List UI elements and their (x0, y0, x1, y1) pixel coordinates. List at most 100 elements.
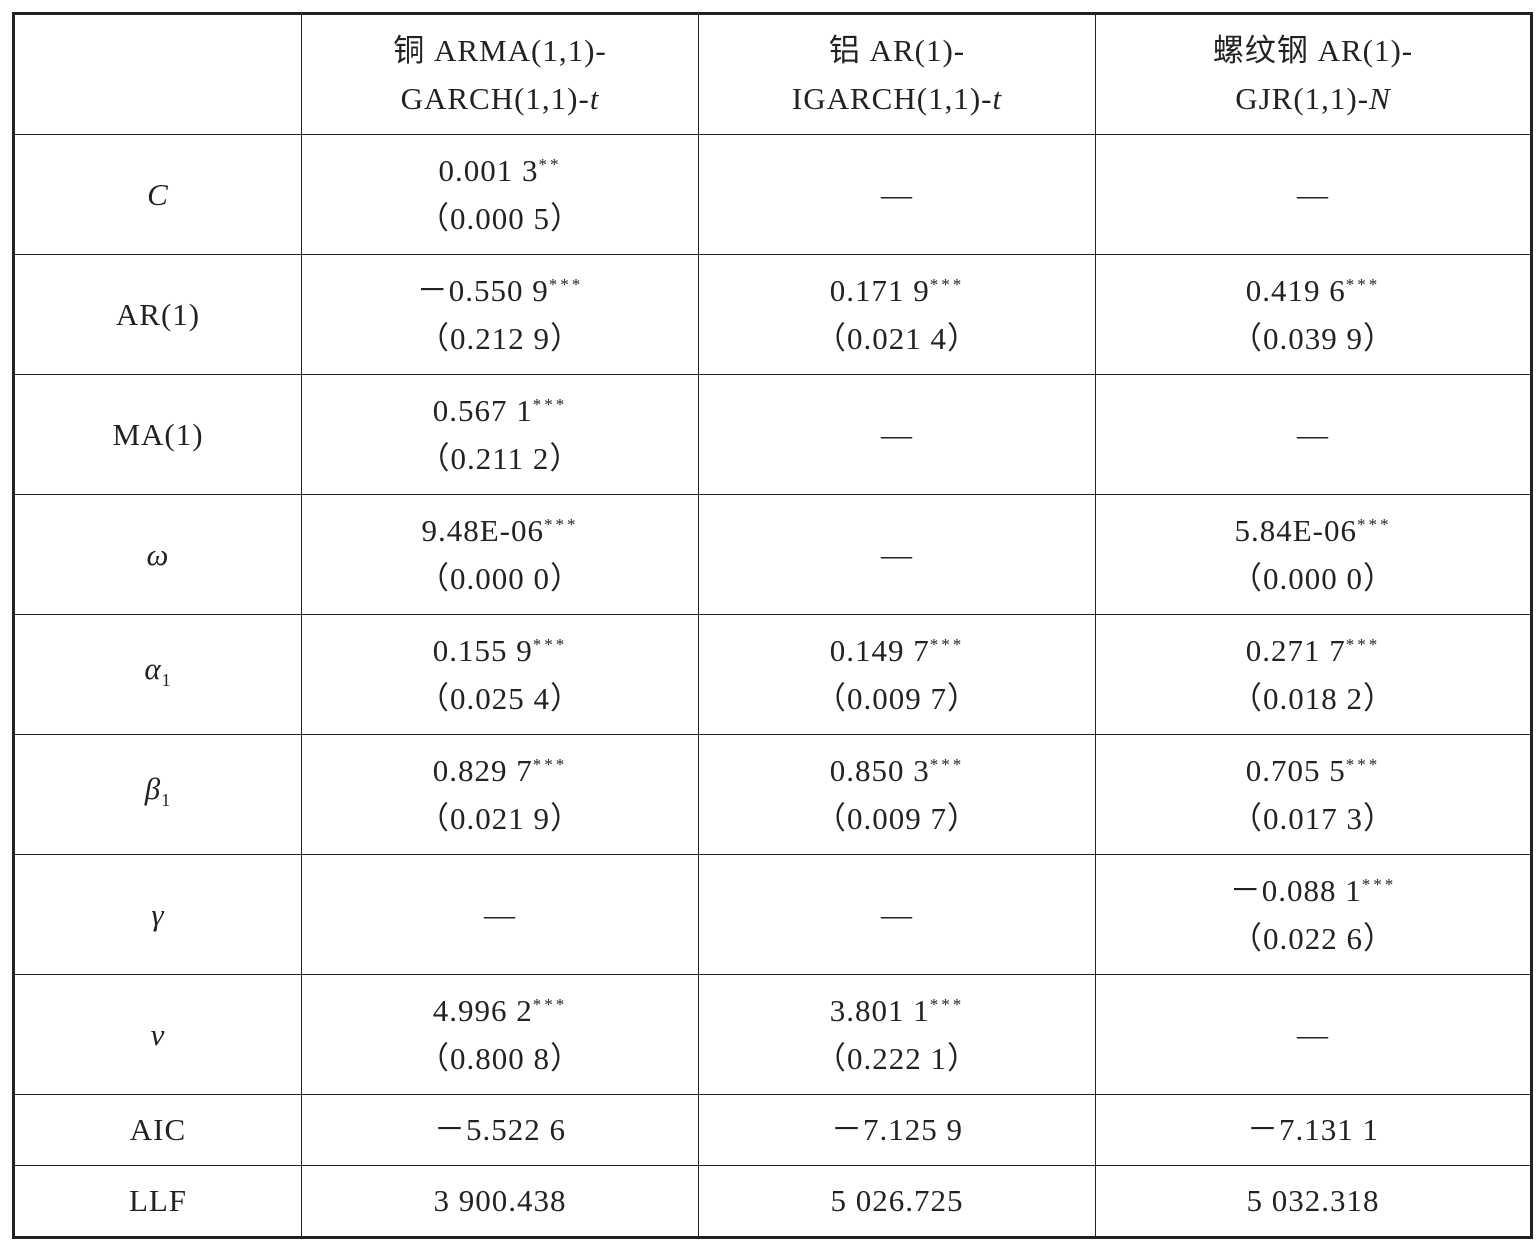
row-label: α1 (13, 614, 302, 735)
significance: *** (929, 754, 965, 774)
row: AR(1) －0.550 9*** （0.212 9） 0.171 9*** （0.02… (13, 254, 1532, 375)
significance: *** (532, 634, 568, 654)
estimate: 0.271 7 (1245, 632, 1346, 668)
row: ω 9.48E-06*** （0.000 0） —5.84E-06*** （0.000 … (13, 494, 1532, 615)
row-label: γ (13, 854, 302, 975)
row-label: ω (13, 494, 302, 615)
cell: — (698, 854, 1096, 975)
std-error: （0.039 9） (1231, 320, 1395, 356)
cell: 0.705 5*** （0.017 3） (1095, 734, 1532, 855)
header-italic: N (1369, 80, 1391, 116)
cell: －0.550 9*** （0.212 9） (301, 254, 699, 375)
std-error: （0.009 7） (815, 680, 979, 716)
std-error: （0.021 4） (815, 320, 979, 356)
header-cell: 螺纹钢 AR(1)- GJR(1,1)-N (1095, 13, 1532, 135)
estimate: 9.48E-06 (421, 512, 544, 548)
row-label: ν (13, 974, 302, 1095)
cell: 5.84E-06*** （0.000 0） (1095, 494, 1532, 615)
estimate: 0.155 9 (432, 632, 533, 668)
row-label: β1 (13, 734, 302, 855)
std-error: （0.017 3） (1231, 800, 1395, 836)
label-text: β (144, 770, 162, 806)
row: γ — — －0.088 1*** （0.022 6） (13, 854, 1532, 975)
std-error: （0.021 9） (418, 800, 582, 836)
std-error: （0.800 8） (418, 1040, 582, 1076)
row: β1 0.829 7*** （0.021 9） 0.850 3*** （0.009 7）… (13, 734, 1532, 855)
significance: *** (532, 994, 568, 1014)
header-line: 铝 AR(1)- (828, 32, 966, 68)
cell: －7.131 1 (1095, 1094, 1532, 1166)
label-text: LLF (128, 1183, 188, 1218)
cell-text: — (1297, 416, 1329, 452)
table: 铜 ARMA(1,1)- GARCH(1,1)-t 铝 AR(1)- IGARCH(1… (12, 12, 1533, 1239)
cell-text: －7.131 1 (1247, 1112, 1379, 1147)
row-label: AIC (13, 1094, 302, 1166)
estimate: 0.171 9 (829, 272, 930, 308)
cell: 3 900.438 (301, 1165, 699, 1238)
estimate: 4.996 2 (432, 992, 533, 1028)
header-italic: t (589, 80, 600, 116)
table-wrap: 铜 ARMA(1,1)- GARCH(1,1)-t 铝 AR(1)- IGARCH(1… (12, 12, 1533, 1239)
label-text: γ (151, 896, 165, 932)
cell-text: — (881, 176, 913, 212)
std-error: （0.018 2） (1231, 680, 1395, 716)
row-label: MA(1) (13, 374, 302, 495)
estimate: 5.84E-06 (1234, 512, 1357, 548)
cell-text: 3 900.438 (433, 1183, 567, 1218)
header-line: 铜 ARMA(1,1)- (393, 32, 607, 68)
estimate: 0.419 6 (1245, 272, 1346, 308)
cell: — (698, 134, 1096, 255)
estimate: 0.705 5 (1245, 752, 1346, 788)
header-line: GJR(1,1)- (1235, 80, 1370, 116)
estimate: 0.149 7 (829, 632, 930, 668)
header-row: 铜 ARMA(1,1)- GARCH(1,1)-t 铝 AR(1)- IGARCH(1… (13, 13, 1532, 135)
std-error: （0.022 6） (1231, 920, 1395, 956)
cell: — (1095, 974, 1532, 1095)
row: LLF 3 900.438 5 026.725 5 032.318 (13, 1165, 1532, 1238)
header-cell: 铜 ARMA(1,1)- GARCH(1,1)-t (301, 13, 699, 135)
row-label: LLF (13, 1165, 302, 1238)
significance: *** (532, 394, 568, 414)
cell: 0.001 3** （0.000 5） (301, 134, 699, 255)
significance: *** (544, 514, 579, 534)
cell-text: －7.125 9 (831, 1112, 963, 1147)
label-sub: 1 (161, 790, 172, 811)
label-text: AIC (129, 1112, 187, 1147)
cell: 0.850 3*** （0.009 7） (698, 734, 1096, 855)
header-line: GARCH(1,1)- (400, 80, 590, 116)
cell-text: 5 026.725 (830, 1183, 964, 1218)
cell: 5 026.725 (698, 1165, 1096, 1238)
significance: *** (929, 994, 965, 1014)
label-text: α (144, 650, 162, 686)
cell: 5 032.318 (1095, 1165, 1532, 1238)
cell: 3.801 1*** （0.222 1） (698, 974, 1096, 1095)
row: C 0.001 3** （0.000 5） — — (13, 134, 1532, 255)
std-error: （0.000 0） (1231, 560, 1395, 596)
cell: — (698, 374, 1096, 495)
label-text: C (147, 176, 169, 212)
std-error: （0.222 1） (815, 1040, 979, 1076)
cell-text: — (484, 896, 516, 932)
estimate: －0.088 1 (1229, 872, 1362, 908)
cell: 0.155 9*** （0.025 4） (301, 614, 699, 735)
significance: *** (929, 634, 965, 654)
corner-cell (13, 13, 302, 135)
significance: *** (1345, 754, 1381, 774)
label-text: MA(1) (112, 416, 204, 452)
row: α1 0.155 9*** （0.025 4） 0.149 7*** （0.009 7）… (13, 614, 1532, 735)
row: ν 4.996 2*** （0.800 8） 3.801 1*** （0.222 1） — (13, 974, 1532, 1095)
cell: — (1095, 374, 1532, 495)
estimate: 0.001 3 (438, 152, 539, 188)
cell: 0.829 7*** （0.021 9） (301, 734, 699, 855)
cell-text: — (881, 896, 913, 932)
std-error: （0.025 4） (418, 680, 582, 716)
cell: 4.996 2*** （0.800 8） (301, 974, 699, 1095)
cell-text: －5.522 6 (434, 1112, 566, 1147)
cell: — (1095, 134, 1532, 255)
cell: — (301, 854, 699, 975)
cell: －0.088 1*** （0.022 6） (1095, 854, 1532, 975)
significance: *** (532, 754, 568, 774)
cell-text: — (1297, 176, 1329, 212)
header-line: IGARCH(1,1)- (791, 80, 993, 116)
cell: — (698, 494, 1096, 615)
